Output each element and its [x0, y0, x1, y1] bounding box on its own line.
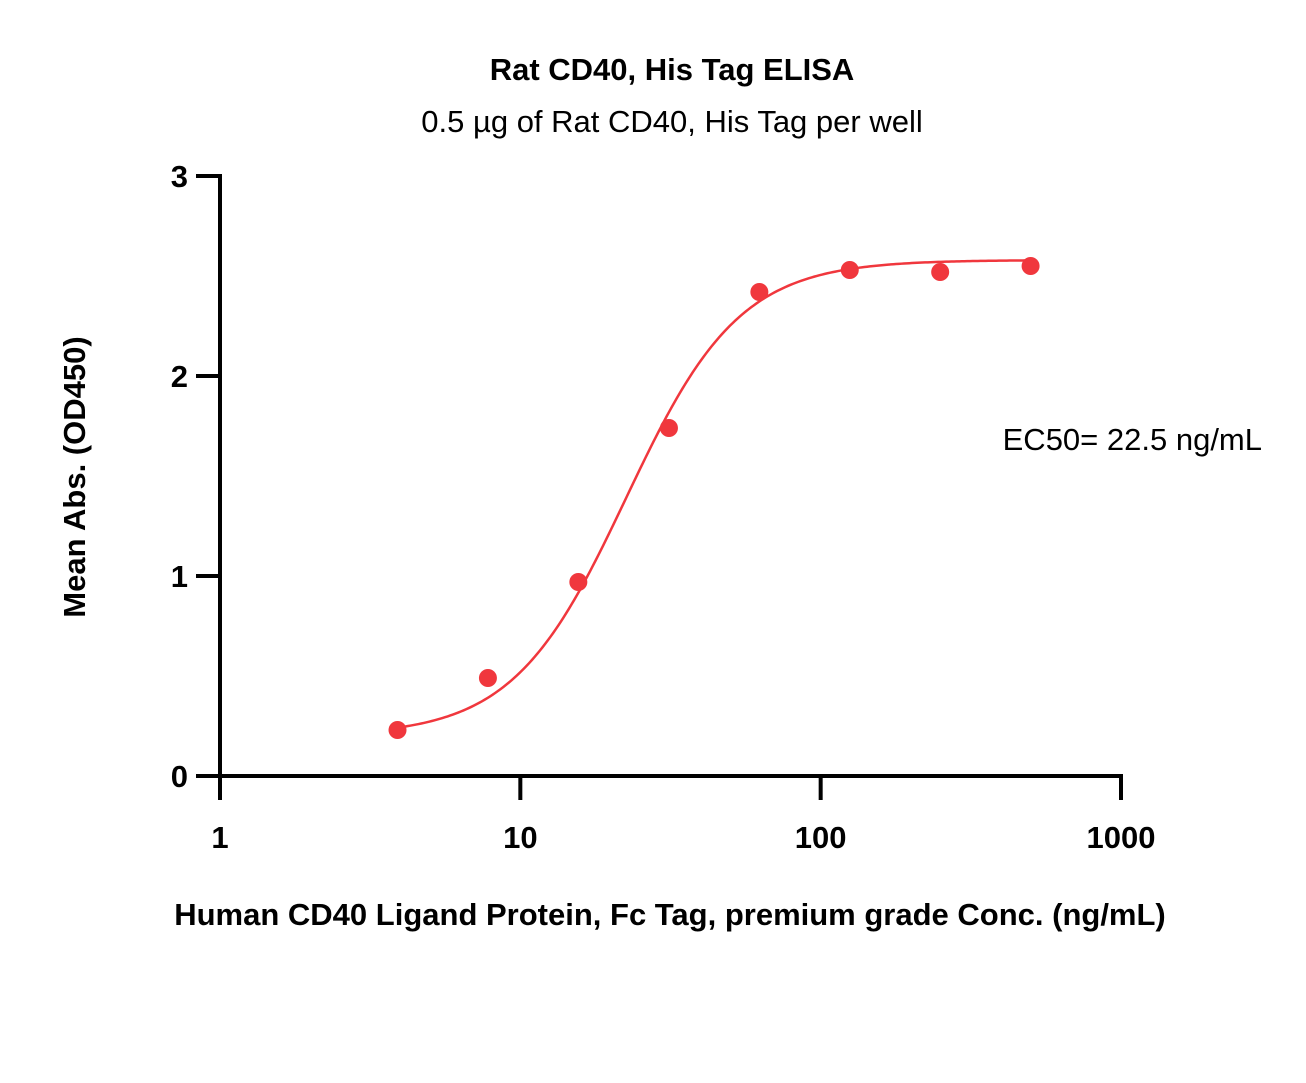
ec50-annotation: EC50= 22.5 ng/mL — [1003, 422, 1262, 457]
data-point — [931, 263, 950, 281]
fit-curve — [397, 259, 1031, 729]
data-points-layer — [388, 257, 1040, 739]
data-point — [840, 261, 859, 279]
y-tick-label: 0 — [171, 759, 188, 794]
x-tick-label: 10 — [503, 820, 537, 855]
chart-subtitle: 0.5 µg of Rat CD40, His Tag per well — [421, 104, 922, 139]
x-axis-label: Human CD40 Ligand Protein, Fc Tag, premi… — [174, 897, 1166, 932]
y-axis: 0 1 2 3 — [171, 159, 222, 794]
y-axis-label: Mean Abs. (OD450) — [57, 336, 92, 617]
x-tick-label: 100 — [795, 820, 847, 855]
data-point — [1021, 257, 1040, 275]
data-point — [659, 419, 678, 437]
y-tick-label: 3 — [171, 159, 188, 194]
data-point — [569, 573, 588, 591]
x-tick-label: 1000 — [1087, 820, 1156, 855]
y-tick-label: 2 — [171, 359, 188, 394]
x-axis: 1 10 100 1000 — [196, 774, 1156, 855]
chart-title: Rat CD40, His Tag ELISA — [490, 52, 855, 87]
x-tick-label: 1 — [211, 820, 228, 855]
data-point — [750, 283, 769, 301]
data-point — [388, 721, 407, 739]
data-point — [478, 669, 497, 687]
fit-curve-layer — [397, 259, 1031, 729]
y-tick-label: 1 — [171, 559, 188, 594]
